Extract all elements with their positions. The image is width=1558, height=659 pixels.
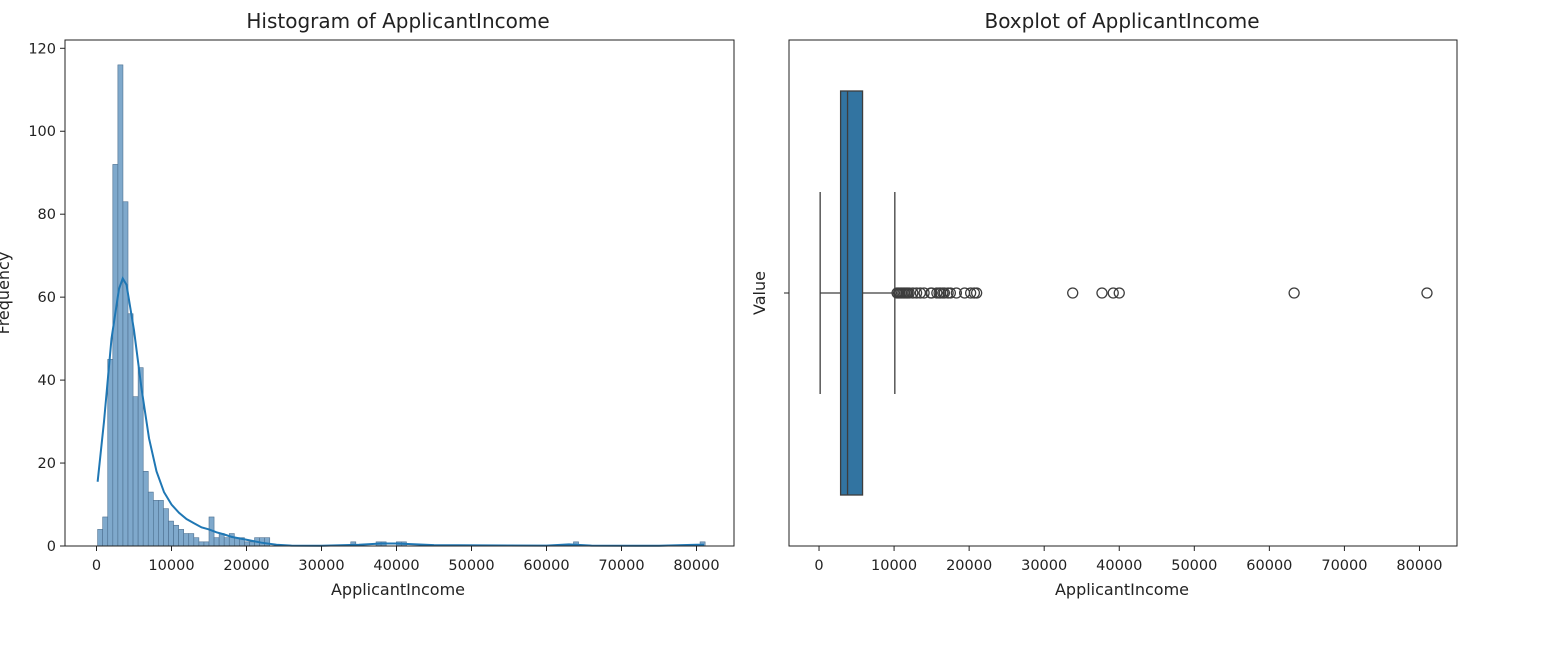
outlier-point xyxy=(910,287,923,299)
histogram-bar xyxy=(213,537,220,547)
histogram-bar xyxy=(218,533,225,547)
histogram-x-axis-label: ApplicantIncome xyxy=(331,580,465,599)
histogram-y-axis-label: Frequency xyxy=(0,252,13,335)
histogram-x-tick-label: 30000 xyxy=(298,558,344,574)
outlier-point xyxy=(970,287,983,299)
boxplot-outliers xyxy=(891,287,1433,299)
boxplot-x-tick-label: 10000 xyxy=(871,558,917,574)
histogram-bar xyxy=(168,520,174,547)
histogram-bar xyxy=(117,64,124,547)
boxplot-x-tick-label: 30000 xyxy=(1021,558,1067,574)
histogram-bar xyxy=(142,471,149,547)
histogram-bar xyxy=(198,541,205,547)
histogram-x-tick-label: 60000 xyxy=(523,558,569,574)
histogram-bar xyxy=(153,500,159,547)
histogram-y-ticks: 0 20 40 60 80 100 120 xyxy=(28,41,65,555)
boxplot-body xyxy=(819,90,896,496)
outlier-point xyxy=(944,287,957,299)
histogram-x-tick-label: 80000 xyxy=(673,558,719,574)
histogram-bar xyxy=(132,396,139,547)
outlier-point xyxy=(1096,287,1108,299)
boxplot-x-tick-label: 50000 xyxy=(1171,558,1217,574)
outlier-point xyxy=(964,287,977,299)
histogram-x-tick-label: 10000 xyxy=(148,558,194,574)
histogram-y-tick-label: 100 xyxy=(28,124,56,140)
histogram-bar xyxy=(203,541,210,547)
boxplot-x-tick-label: 80000 xyxy=(1396,558,1442,574)
boxplot-panel: Boxplot of ApplicantIncome 0 10000 20000 30… xyxy=(750,9,1458,599)
boxplot-x-ticks: 0 10000 20000 30000 40000 50000 60000 70000 8000… xyxy=(814,546,1443,574)
histogram-bar xyxy=(147,491,154,547)
histogram-x-tick-label: 70000 xyxy=(598,558,644,574)
histogram-bar xyxy=(107,359,114,547)
boxplot-y-axis-label: Value xyxy=(750,271,769,315)
histogram-bar xyxy=(158,500,164,547)
boxplot-x-tick-label: 0 xyxy=(814,558,823,574)
outlier-point xyxy=(1288,287,1300,299)
boxplot-x-tick-label: 20000 xyxy=(946,558,992,574)
outlier-point xyxy=(1067,287,1079,299)
outlier-point xyxy=(950,287,963,299)
histogram-bars xyxy=(97,64,706,547)
histogram-y-tick-label: 40 xyxy=(38,373,56,389)
histogram-bar xyxy=(188,533,195,547)
outlier-point xyxy=(907,287,919,299)
histogram-x-tick-label: 50000 xyxy=(448,558,494,574)
outlier-point xyxy=(925,287,938,299)
iqr-box xyxy=(839,90,864,496)
boxplot-x-tick-label: 60000 xyxy=(1246,558,1292,574)
histogram-bar xyxy=(249,541,255,547)
histogram-title: Histogram of ApplicantIncome xyxy=(246,9,549,33)
histogram-y-tick-label: 80 xyxy=(38,207,56,223)
histogram-bar xyxy=(163,508,169,547)
histogram-y-tick-label: 60 xyxy=(38,290,56,306)
histogram-axes-frame xyxy=(64,39,735,547)
histogram-bar xyxy=(112,164,119,547)
histogram-bar xyxy=(127,313,134,547)
boxplot-title: Boxplot of ApplicantIncome xyxy=(984,9,1259,33)
histogram-bar xyxy=(97,529,103,547)
histogram-y-tick-label: 0 xyxy=(47,539,56,555)
outlier-point xyxy=(938,287,951,299)
histogram-y-tick-label: 20 xyxy=(38,456,56,472)
outlier-point xyxy=(1107,287,1119,299)
histogram-bar xyxy=(102,516,109,547)
outlier-point xyxy=(903,287,915,299)
histogram-bar xyxy=(173,524,179,547)
outlier-point xyxy=(918,287,930,299)
histogram-bar xyxy=(244,541,250,547)
histogram-bar xyxy=(264,537,271,547)
histogram-bar xyxy=(223,537,230,547)
histogram-bar xyxy=(178,529,184,547)
histogram-y-tick-label: 120 xyxy=(28,41,56,57)
histogram-x-tick-label: 40000 xyxy=(373,558,419,574)
outlier-point xyxy=(1113,287,1125,299)
boxplot-x-axis-label: ApplicantIncome xyxy=(1055,580,1189,599)
histogram-bar xyxy=(122,201,129,547)
kde-curve xyxy=(96,276,704,547)
histogram-x-tick-label: 0 xyxy=(92,558,101,574)
histogram-x-ticks: 0 10000 20000 30000 40000 50000 60000 70000 8000… xyxy=(92,546,720,574)
outlier-point xyxy=(1421,287,1433,299)
boxplot-x-tick-label: 70000 xyxy=(1321,558,1367,574)
boxplot-x-tick-label: 40000 xyxy=(1096,558,1142,574)
histogram-bar xyxy=(193,537,200,547)
histogram-bar xyxy=(183,533,190,547)
histogram-panel: Histogram of ApplicantIncome 0 10000 20000… xyxy=(0,9,735,599)
histogram-x-tick-label: 20000 xyxy=(223,558,269,574)
